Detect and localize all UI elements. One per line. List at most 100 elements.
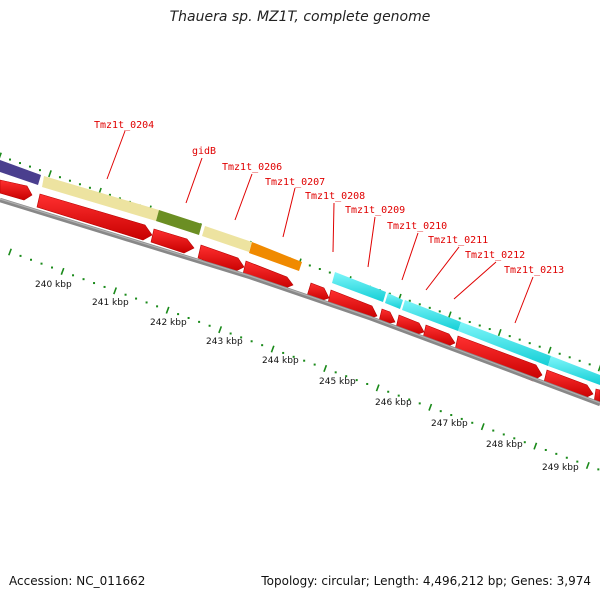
gene-label-gidb: gidB — [192, 146, 216, 157]
feature-blue — [0, 160, 41, 185]
scale-minor-tick — [30, 258, 33, 261]
scale-minor-tick — [460, 417, 463, 420]
scale-minor-tick — [208, 324, 211, 327]
gene-arrow — [242, 260, 294, 290]
scale-label-248: 248 kbp — [486, 440, 523, 450]
upper-minor-tick — [488, 328, 491, 331]
gene-label-tmz1t-0212: Tmz1t_0212 — [465, 250, 525, 261]
feature-pale-yellow-2 — [202, 226, 252, 252]
feature-track — [0, 160, 600, 385]
accession-text: Accession: NC_011662 — [9, 574, 146, 588]
upper-minor-tick — [568, 356, 571, 359]
scale-minor-tick — [345, 375, 348, 378]
scale-track — [8, 248, 600, 471]
scale-minor-tick — [418, 402, 421, 405]
scale-label-240: 240 kbp — [35, 280, 72, 290]
scale-minor-tick — [387, 390, 390, 393]
upper-major-tick — [447, 311, 452, 319]
upper-minor-tick — [588, 363, 591, 366]
upper-minor-tick — [388, 292, 391, 295]
scale-minor-tick — [82, 278, 85, 281]
scale-major-tick — [323, 364, 328, 373]
scale-minor-tick — [19, 254, 22, 257]
upper-major-tick — [48, 170, 52, 178]
scale-label-243: 243 kbp — [206, 337, 243, 347]
scale-minor-tick — [492, 429, 495, 432]
feature-pale-yellow-1 — [42, 176, 159, 221]
gene-arrow — [197, 244, 245, 273]
scale-label-244: 244 kbp — [262, 356, 299, 366]
upper-minor-tick — [578, 359, 581, 362]
upper-minor-tick — [28, 165, 31, 168]
upper-minor-tick — [78, 183, 81, 186]
scale-label-249: 249 kbp — [542, 463, 579, 473]
scale-minor-tick — [93, 282, 96, 285]
scale-minor-tick — [72, 274, 75, 277]
gene-label-tmz1t-0213: Tmz1t_0213 — [504, 265, 564, 276]
scale-minor-tick — [355, 379, 358, 382]
scale-minor-tick — [408, 398, 411, 401]
feature-cyan-5 — [548, 356, 600, 385]
scale-minor-tick — [397, 394, 400, 397]
scale-minor-tick — [303, 359, 306, 362]
scale-minor-tick — [366, 382, 369, 385]
scale-major-tick — [8, 248, 12, 256]
scale-minor-tick — [51, 266, 54, 269]
upper-minor-tick — [428, 306, 431, 309]
scale-major-tick — [270, 345, 275, 353]
scale-minor-tick — [439, 410, 442, 413]
scale-minor-tick — [156, 305, 159, 308]
upper-minor-tick — [478, 324, 481, 327]
scale-minor-tick — [292, 355, 295, 358]
gene-leader-lines — [106, 130, 534, 324]
gene-arrow — [150, 228, 195, 254]
gene-label-tmz1t-0206: Tmz1t_0206 — [222, 162, 282, 173]
scale-major-tick — [428, 403, 433, 411]
upper-major-tick — [497, 329, 502, 337]
scale-minor-tick — [502, 433, 505, 436]
scale-minor-tick — [187, 316, 190, 319]
feature-cyan-4 — [458, 322, 551, 366]
upper-minor-tick — [558, 352, 561, 355]
scale-label-241: 241 kbp — [92, 298, 129, 308]
scale-minor-tick — [450, 414, 453, 417]
gene-arrow — [543, 369, 594, 399]
scale-minor-tick — [240, 336, 243, 339]
scale-major-tick — [480, 423, 485, 431]
scale-minor-tick — [544, 448, 547, 451]
upper-minor-tick — [318, 268, 321, 271]
upper-minor-tick — [68, 179, 71, 182]
upper-major-tick — [547, 346, 552, 354]
scale-major-tick — [60, 267, 65, 275]
upper-minor-tick — [328, 271, 331, 274]
upper-minor-tick — [18, 162, 21, 165]
upper-minor-tick — [518, 338, 521, 341]
upper-minor-tick — [58, 176, 61, 179]
scale-minor-tick — [597, 468, 600, 471]
upper-minor-tick — [408, 299, 411, 302]
scale-minor-tick — [471, 421, 474, 424]
scale-minor-tick — [177, 313, 180, 316]
gene-arrow — [378, 308, 396, 325]
scale-minor-tick — [135, 297, 138, 300]
scale-minor-tick — [198, 320, 201, 323]
upper-minor-tick — [8, 158, 11, 161]
scale-major-tick — [218, 326, 223, 334]
scale-label-246: 246 kbp — [375, 398, 412, 408]
scale-minor-tick — [513, 437, 516, 440]
gene-label-tmz1t-0208: Tmz1t_0208 — [305, 191, 365, 202]
upper-minor-tick — [118, 197, 121, 200]
gene-labels: Tmz1t_0204 gidB Tmz1t_0206 Tmz1t_0207 Tm… — [94, 120, 564, 276]
upper-major-tick — [0, 152, 2, 159]
feature-cyan-3 — [402, 300, 461, 331]
scale-minor-tick — [523, 441, 526, 444]
scale-label-242: 242 kbp — [150, 318, 187, 328]
upper-minor-tick — [438, 310, 441, 313]
scale-labels: 240 kbp 241 kbp 242 kbp 243 kbp 244 kbp … — [35, 280, 579, 473]
upper-minor-tick — [508, 335, 511, 338]
upper-minor-tick — [458, 317, 461, 320]
upper-minor-tick — [308, 264, 311, 267]
feature-cyan-1 — [332, 272, 386, 302]
scale-minor-tick — [565, 456, 568, 459]
